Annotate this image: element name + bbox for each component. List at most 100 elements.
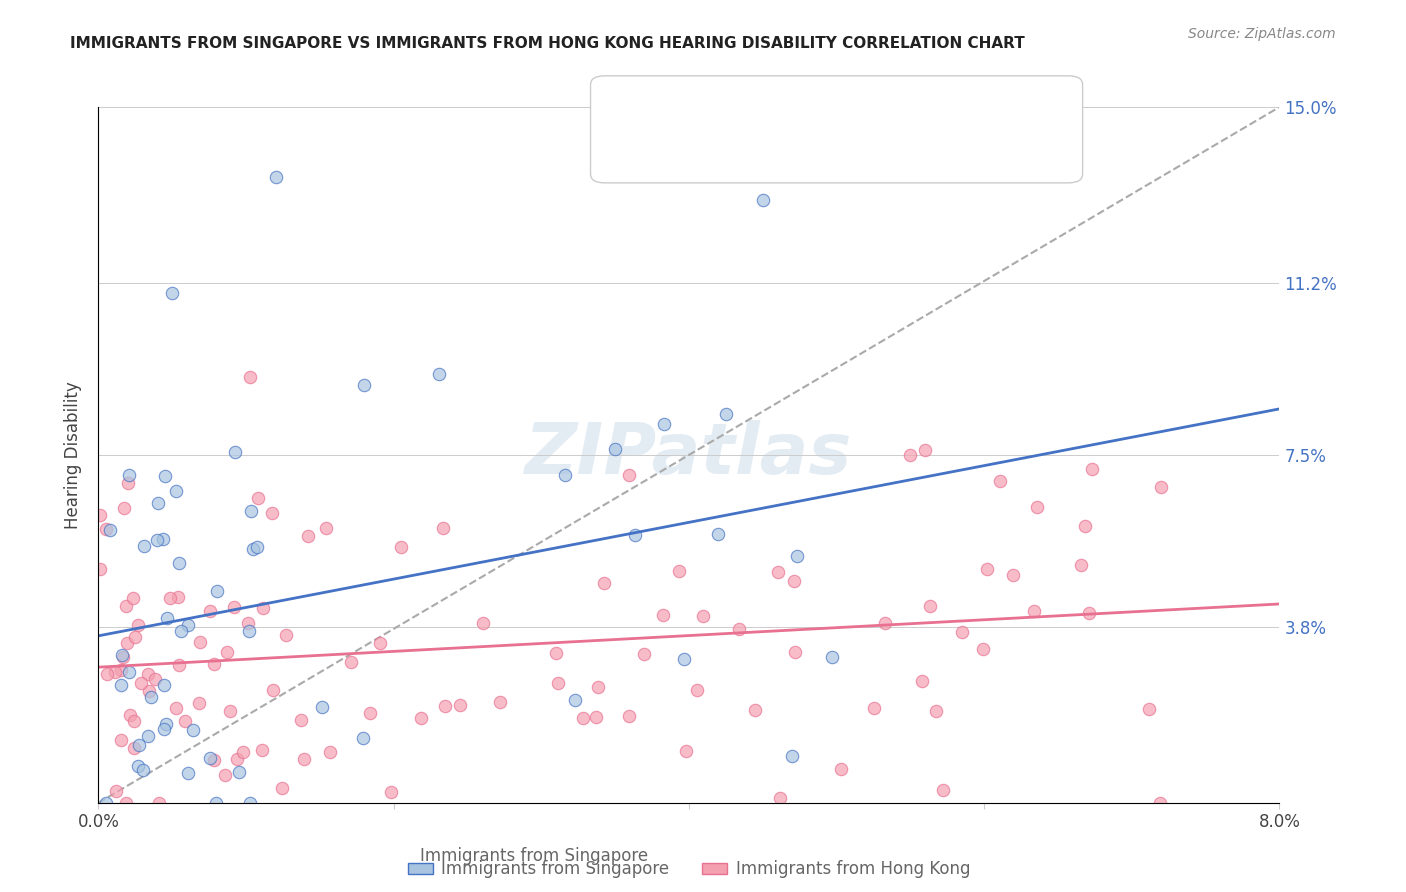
Point	[675, 744, 697, 758]
Point	[207, 583, 229, 598]
Point	[1137, 702, 1160, 716]
Point	[219, 704, 242, 718]
Point	[111, 648, 134, 663]
Point	[1078, 606, 1101, 620]
Point	[127, 618, 149, 632]
Point	[131, 764, 153, 778]
Point	[830, 762, 852, 776]
Point	[222, 599, 245, 614]
Point	[246, 540, 269, 554]
Point	[200, 604, 222, 618]
Point	[546, 646, 568, 660]
Point	[920, 599, 942, 614]
Point	[117, 476, 139, 491]
Point	[391, 540, 413, 554]
Point	[1022, 604, 1045, 618]
Point	[311, 699, 333, 714]
Point	[129, 676, 152, 690]
Point	[783, 645, 806, 659]
Point	[1074, 518, 1097, 533]
Point	[239, 370, 262, 384]
Point	[728, 622, 751, 636]
Point	[1081, 462, 1104, 476]
Point	[290, 713, 312, 727]
Point	[554, 467, 576, 482]
Point	[143, 672, 166, 686]
Point	[118, 665, 141, 679]
Point	[110, 663, 132, 677]
Point	[264, 169, 287, 184]
Point	[1002, 567, 1025, 582]
Point	[152, 532, 174, 546]
Point	[134, 539, 156, 553]
Point	[432, 520, 454, 534]
Point	[910, 673, 932, 688]
Point	[238, 624, 260, 638]
Point	[262, 506, 284, 520]
Point	[127, 759, 149, 773]
Point	[972, 642, 994, 657]
Point	[863, 701, 886, 715]
Point	[564, 693, 586, 707]
Point	[177, 618, 200, 632]
Point	[118, 467, 141, 482]
Point	[668, 564, 690, 578]
Point	[89, 508, 111, 523]
Point	[188, 696, 211, 710]
Point	[148, 796, 170, 810]
Point	[153, 468, 176, 483]
Point	[239, 796, 262, 810]
Point	[1150, 480, 1173, 494]
Point	[111, 650, 134, 665]
Point	[769, 790, 792, 805]
Point	[262, 683, 284, 698]
Point	[153, 677, 176, 691]
Point	[276, 628, 298, 642]
Point	[353, 378, 375, 392]
Point	[239, 504, 262, 518]
Point	[380, 785, 402, 799]
Point	[433, 699, 456, 714]
Point	[226, 752, 249, 766]
Point	[224, 444, 246, 458]
Point	[751, 193, 773, 207]
Point	[271, 781, 294, 796]
Point	[112, 501, 135, 516]
Point	[252, 742, 274, 756]
Point	[315, 521, 337, 535]
Point	[188, 634, 211, 648]
Point	[925, 704, 948, 718]
Point	[115, 796, 138, 810]
Point	[103, 665, 125, 679]
Point	[1026, 500, 1049, 514]
Point	[115, 599, 138, 614]
Point	[692, 609, 714, 624]
Point	[585, 710, 607, 724]
Point	[110, 733, 132, 747]
Point	[619, 468, 641, 483]
Legend: Immigrants from Singapore, Immigrants from Hong Kong: Immigrants from Singapore, Immigrants fr…	[401, 854, 977, 885]
Point	[252, 600, 274, 615]
Point	[122, 591, 145, 605]
Point	[173, 714, 195, 728]
Point	[672, 651, 695, 665]
Point	[586, 680, 609, 694]
Point	[297, 529, 319, 543]
Y-axis label: Hearing Disability: Hearing Disability	[65, 381, 83, 529]
Point	[159, 591, 181, 606]
Point	[914, 443, 936, 458]
Point	[707, 526, 730, 541]
Point	[950, 625, 973, 640]
Point	[96, 667, 118, 681]
Point	[141, 690, 163, 704]
Point	[170, 624, 193, 638]
Text: IMMIGRANTS FROM SINGAPORE VS IMMIGRANTS FROM HONG KONG HEARING DISABILITY CORREL: IMMIGRANTS FROM SINGAPORE VS IMMIGRANTS …	[70, 36, 1025, 51]
Point	[242, 542, 264, 557]
Point	[783, 574, 806, 588]
Text: Immigrants from Singapore: Immigrants from Singapore	[420, 847, 648, 865]
Point	[117, 636, 139, 650]
Point	[1149, 796, 1171, 810]
Point	[686, 682, 709, 697]
Point	[166, 590, 188, 604]
Point	[138, 683, 160, 698]
